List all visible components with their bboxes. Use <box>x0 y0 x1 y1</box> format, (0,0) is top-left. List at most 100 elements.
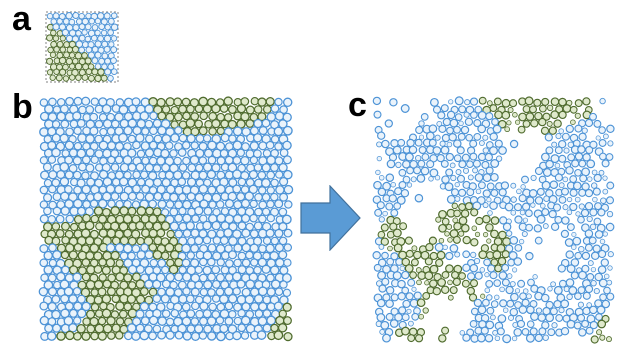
blue-particle <box>375 169 381 176</box>
blue-particle <box>178 294 188 304</box>
blue-particle <box>65 96 75 106</box>
blue-particle <box>582 306 591 316</box>
blue-particle <box>592 196 598 203</box>
green-particle <box>223 96 233 106</box>
green-particle <box>253 105 263 114</box>
green-particle <box>59 46 66 53</box>
blue-particle <box>149 111 158 121</box>
blue-particle <box>56 18 63 25</box>
blue-particle <box>211 279 221 289</box>
blue-particle <box>605 196 615 205</box>
blue-particle <box>400 188 410 198</box>
blue-particle <box>417 159 426 168</box>
blue-particle <box>372 251 381 260</box>
blue-particle <box>257 257 268 268</box>
blue-particle <box>140 316 150 326</box>
blue-particle <box>149 258 159 268</box>
blue-particle <box>373 263 382 272</box>
blue-particle <box>434 174 441 181</box>
blue-particle <box>207 257 216 267</box>
blue-particle <box>47 286 58 297</box>
green-particle <box>250 97 260 106</box>
blue-particle <box>39 111 50 122</box>
blue-particle <box>603 286 611 295</box>
green-particle <box>570 119 576 125</box>
green-particle <box>393 243 403 253</box>
blue-particle <box>478 140 485 147</box>
blue-particle <box>386 159 396 169</box>
blue-particle <box>220 133 230 143</box>
blue-particle <box>97 198 108 209</box>
blue-particle <box>283 243 293 252</box>
blue-particle <box>152 324 162 334</box>
blue-particle <box>558 154 567 163</box>
green-particle <box>220 119 230 129</box>
blue-particle <box>440 104 449 113</box>
green-particle <box>119 206 129 216</box>
blue-particle <box>253 163 263 172</box>
blue-particle <box>578 132 587 141</box>
blue-particle <box>194 235 204 246</box>
blue-particle <box>76 118 86 128</box>
blue-particle <box>390 181 396 188</box>
blue-particle <box>110 46 118 54</box>
blue-particle <box>402 299 411 309</box>
blue-particle <box>139 258 150 269</box>
green-particle <box>507 107 514 113</box>
blue-particle <box>178 192 187 202</box>
blue-particle <box>392 271 402 281</box>
green-particle <box>597 319 607 329</box>
blue-particle <box>52 192 62 202</box>
blue-particle <box>132 170 141 180</box>
blue-particle <box>73 96 83 106</box>
green-particle <box>482 214 491 224</box>
blue-particle <box>566 264 576 274</box>
blue-particle <box>237 163 247 173</box>
blue-particle <box>207 272 216 282</box>
green-particle <box>435 216 442 223</box>
green-particle <box>68 74 76 81</box>
blue-particle <box>466 188 475 197</box>
blue-particle <box>270 192 279 202</box>
blue-particle <box>595 313 603 321</box>
green-particle <box>81 331 91 341</box>
green-particle <box>470 208 479 217</box>
blue-particle <box>274 111 285 121</box>
panel-a-frame <box>45 11 119 83</box>
blue-particle <box>585 326 594 335</box>
blue-particle <box>108 41 115 48</box>
green-particle <box>55 74 63 82</box>
blue-particle <box>415 154 422 162</box>
green-particle <box>127 236 137 246</box>
blue-particle <box>385 173 395 182</box>
blue-particle <box>581 251 591 261</box>
blue-particle <box>139 111 150 121</box>
blue-particle <box>558 195 567 204</box>
blue-particle <box>274 142 283 151</box>
blue-particle <box>152 164 162 173</box>
blue-particle <box>47 214 57 224</box>
blue-particle <box>461 153 470 162</box>
blue-particle <box>148 140 158 150</box>
blue-particle <box>160 294 170 304</box>
green-particle <box>518 112 528 122</box>
blue-particle <box>607 251 614 258</box>
blue-particle <box>464 99 471 106</box>
blue-particle <box>491 118 499 126</box>
blue-particle <box>191 214 200 223</box>
green-particle <box>245 119 255 128</box>
blue-particle <box>554 146 563 155</box>
blue-particle <box>187 236 196 246</box>
blue-particle <box>598 169 605 176</box>
green-particle <box>76 323 86 334</box>
blue-particle <box>526 320 535 329</box>
blue-particle <box>157 125 167 136</box>
blue-particle <box>540 293 550 303</box>
blue-particle <box>270 279 281 290</box>
blue-particle <box>76 178 86 188</box>
blue-particle <box>520 184 526 190</box>
blue-particle <box>509 236 519 245</box>
blue-particle <box>593 119 602 128</box>
green-particle <box>118 221 129 232</box>
blue-particle <box>439 140 446 147</box>
